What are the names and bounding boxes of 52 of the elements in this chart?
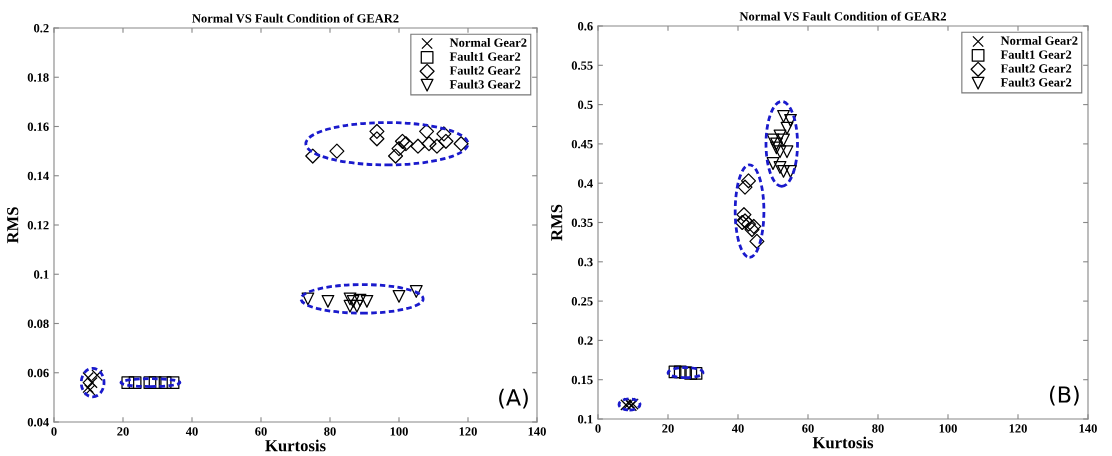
y-tick-label: 0.55	[571, 61, 593, 70]
y-tick-label: 0.2	[33, 24, 49, 33]
y-tick-label: 0.5	[577, 100, 593, 110]
x-tick-label: 40	[731, 424, 744, 433]
y-tick-label: 0.35	[571, 218, 593, 228]
x-axis-title: Kurtosis	[265, 439, 326, 452]
x-tick-label: 40	[185, 427, 198, 436]
y-tick-label: 0.14	[27, 171, 49, 181]
legend-label: Fault3 Gear2	[449, 79, 521, 89]
y-tick-label: 0.08	[27, 319, 49, 329]
y-tick-label: 0.1	[33, 270, 49, 279]
legend-label: Fault2 Gear2	[449, 65, 521, 75]
legend-label: Fault3 Gear2	[1000, 77, 1072, 87]
chart-title: Normal VS Fault Condition of GEAR2	[739, 11, 947, 21]
x-tick-label: 60	[255, 427, 267, 436]
legend-label: Fault2 Gear2	[1000, 63, 1072, 73]
x-tick-label: 120	[459, 427, 477, 436]
y-tick-label: 0.15	[571, 375, 593, 385]
y-tick-label: 0.18	[27, 73, 49, 82]
x-tick-label: 20	[662, 424, 674, 433]
legend-label: Normal Gear2	[449, 38, 527, 47]
annotation: (A)	[499, 388, 528, 409]
y-tick-label: 0.6	[577, 22, 593, 31]
x-tick-label: 140	[1079, 424, 1097, 433]
x-tick-label: 20	[117, 427, 129, 436]
x-axis-title: Kurtosis	[812, 436, 874, 449]
x-tick-label: 0	[595, 424, 601, 433]
x-tick-label: 60	[802, 424, 814, 433]
legend-label: Fault1 Gear2	[1000, 49, 1072, 59]
annotation: (B)	[1049, 385, 1079, 406]
y-tick-label: 0.2	[577, 336, 593, 345]
y-tick-label: 0.12	[27, 221, 49, 230]
y-tick-label: 0.25	[571, 297, 593, 306]
y-axis-title: RMS	[7, 207, 19, 244]
y-tick-label: 0.4	[577, 179, 593, 188]
y-axis-title: RMS	[551, 204, 563, 241]
legend-label: Fault1 Gear2	[449, 51, 521, 61]
legend-label: Normal Gear2	[1000, 36, 1078, 45]
y-tick-label: 0.1	[577, 415, 593, 424]
y-tick-label: 0.04	[27, 418, 49, 427]
x-tick-label: 0	[51, 427, 57, 436]
y-tick-label: 0.3	[577, 257, 593, 267]
x-tick-label: 100	[939, 424, 957, 433]
x-tick-label: 80	[872, 424, 884, 433]
x-tick-label: 140	[528, 427, 546, 436]
y-tick-label: 0.06	[27, 368, 49, 378]
y-tick-label: 0.45	[571, 139, 593, 149]
x-tick-label: 100	[390, 427, 408, 436]
x-tick-label: 80	[324, 427, 336, 436]
y-tick-label: 0.16	[27, 122, 49, 132]
x-tick-label: 120	[1009, 424, 1027, 433]
chart-title: Normal VS Fault Condition of GEAR2	[192, 13, 399, 23]
